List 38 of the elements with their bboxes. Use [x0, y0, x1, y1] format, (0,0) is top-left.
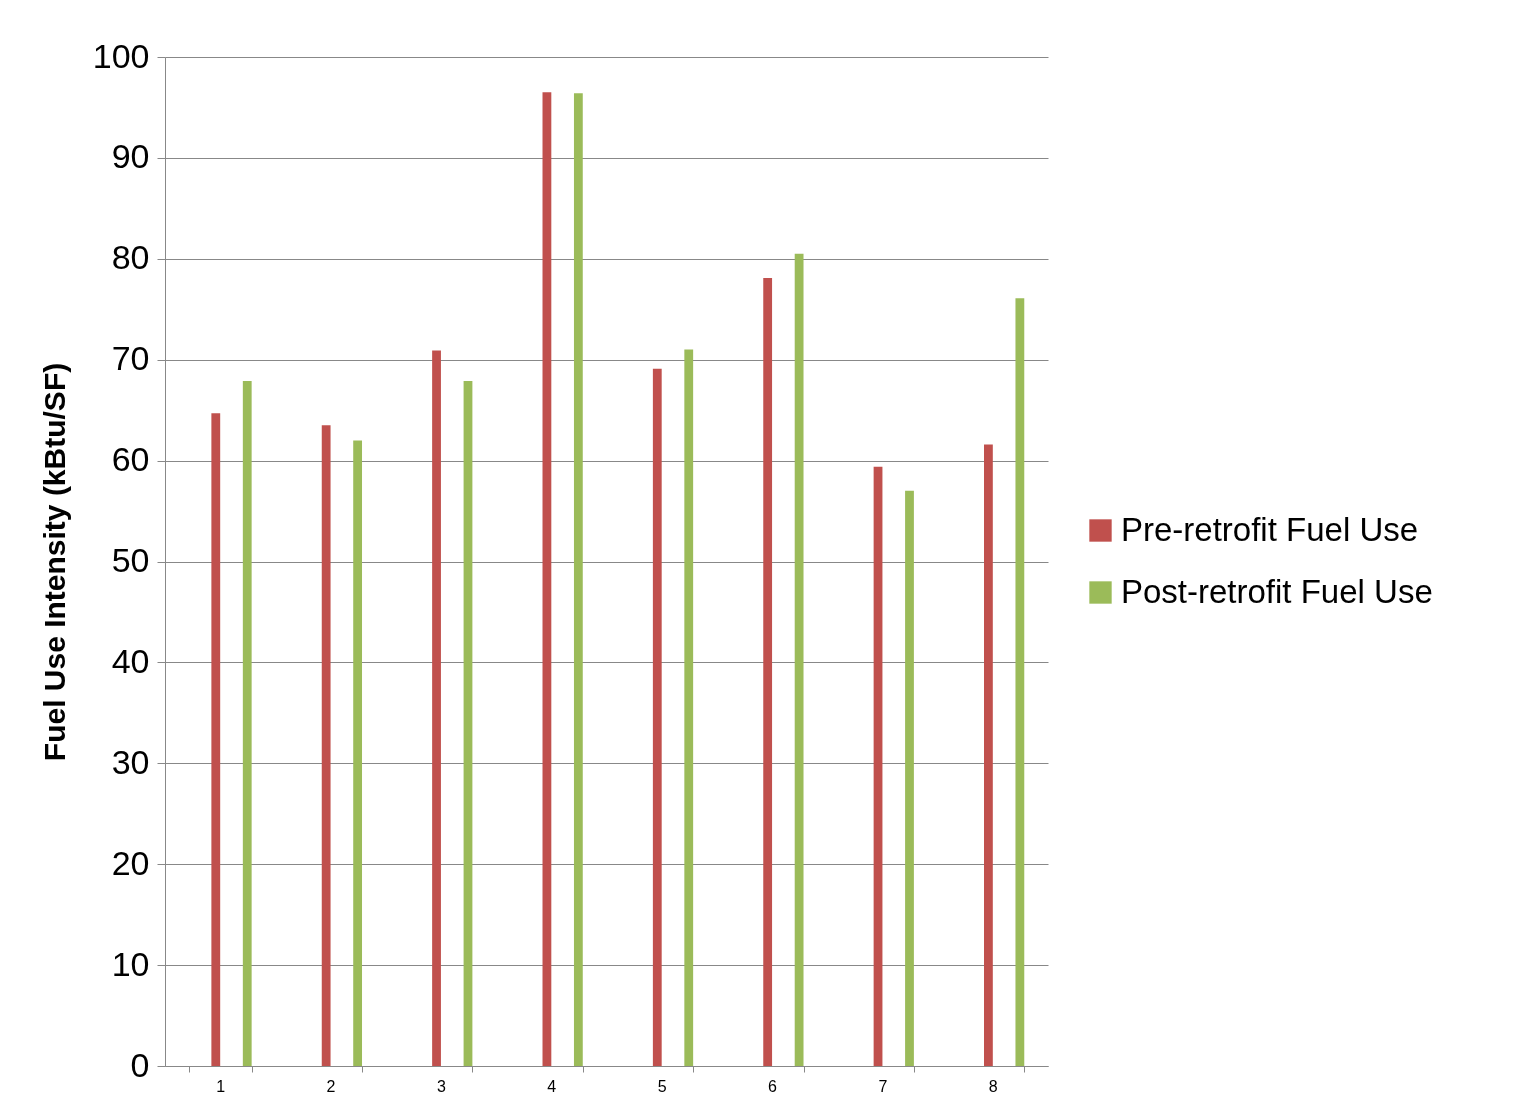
x-tick-label: 4	[547, 1077, 557, 1095]
x-tick-label: 1	[216, 1077, 226, 1095]
x-tick-label: 2	[326, 1077, 336, 1095]
bar	[1015, 298, 1025, 1066]
bar	[652, 368, 662, 1066]
bar	[684, 349, 694, 1066]
bar	[794, 253, 804, 1066]
x-tick-label: 3	[436, 1077, 446, 1095]
y-tick-label: 30	[111, 742, 150, 781]
bar	[432, 350, 441, 1066]
y-tick-label: 50	[111, 541, 150, 579]
bar	[873, 466, 883, 1066]
bar	[984, 444, 993, 1066]
bar	[211, 413, 221, 1066]
y-tick-label: 100	[92, 36, 150, 75]
y-tick-label: 90	[111, 137, 150, 176]
legend-label: Post-retrofit Fuel Use	[1121, 572, 1433, 610]
y-tick-label: 20	[111, 843, 150, 882]
x-tick-label: 5	[657, 1077, 667, 1095]
x-tick-label: 8	[988, 1077, 998, 1095]
bar	[353, 440, 363, 1066]
bar	[905, 490, 914, 1066]
bar	[763, 277, 773, 1066]
x-tick-label: 6	[768, 1077, 778, 1095]
bar	[242, 380, 252, 1066]
y-tick-label: 70	[111, 339, 150, 378]
bar	[573, 93, 583, 1066]
bar	[321, 425, 331, 1066]
y-tick-label: 10	[111, 944, 150, 983]
y-tick-label: 80	[111, 238, 150, 277]
bar	[463, 380, 473, 1066]
y-tick-label: 0	[130, 1045, 150, 1084]
bar	[542, 92, 552, 1066]
y-axis-title: Fuel Use Intensity (kBtu/SF)	[37, 362, 71, 762]
legend-label: Pre-retrofit Fuel Use	[1121, 510, 1419, 548]
x-tick-label: 7	[878, 1077, 888, 1095]
y-tick-label: 40	[111, 641, 150, 680]
y-tick-label: 60	[111, 440, 150, 479]
